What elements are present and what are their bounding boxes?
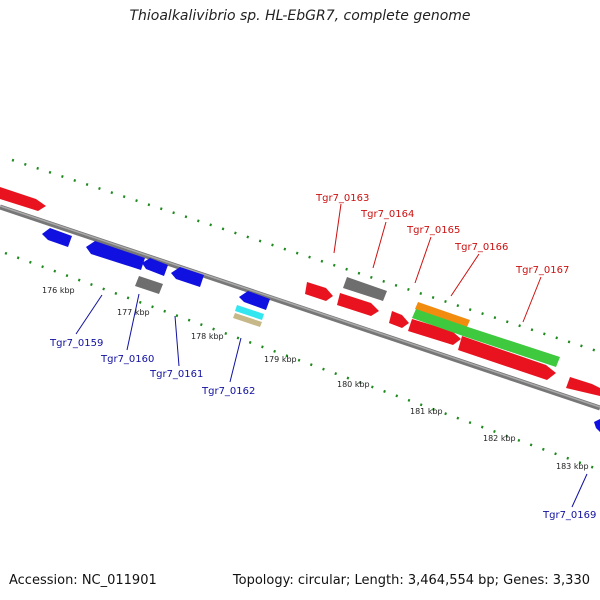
tick-label: 183 kbp — [556, 462, 589, 471]
lower-dotted-track — [4, 251, 600, 472]
gene-arrow-reverse[interactable] — [86, 241, 145, 270]
page-title: Thioalkalivibrio sp. HL-EbGR7, complete … — [129, 8, 471, 24]
gene-block-gray[interactable] — [135, 276, 163, 294]
gene-label[interactable]: Tgr7_0163 — [315, 193, 369, 204]
gene-arrow-reverse[interactable] — [594, 419, 600, 432]
callout-line — [450, 253, 480, 297]
callout-line — [229, 337, 242, 383]
gene-arrow[interactable] — [337, 293, 379, 316]
gene-arrow-reverse[interactable] — [42, 228, 72, 247]
gene-label[interactable]: Tgr7_0160 — [100, 354, 154, 365]
callout-line — [571, 473, 588, 508]
gene-arrow-reverse[interactable] — [142, 258, 168, 276]
callout-line — [414, 236, 432, 284]
gene-arrow[interactable] — [0, 187, 46, 211]
callout-line — [522, 276, 542, 323]
accession-text: Accession: NC_011901 — [9, 573, 157, 588]
tick-label: 180 kbp — [337, 380, 370, 389]
gene-arrow[interactable] — [305, 282, 333, 301]
tick-label: 176 kbp — [42, 286, 75, 295]
gene-label[interactable]: Tgr7_0169 — [542, 510, 596, 521]
gene-arrow[interactable] — [566, 377, 600, 396]
gene-arrow[interactable] — [408, 319, 461, 345]
gene-label[interactable]: Tgr7_0166 — [454, 242, 508, 253]
tick-label: 181 kbp — [410, 407, 443, 416]
gene-arrow-reverse[interactable] — [171, 267, 204, 287]
callout-line — [126, 293, 140, 351]
callout-line — [333, 203, 342, 254]
callout-line — [174, 315, 180, 367]
genome-backbone — [0, 204, 600, 411]
genome-summary: Topology: circular; Length: 3,464,554 bp… — [232, 573, 590, 588]
tick-label: 177 kbp — [117, 308, 150, 317]
gene-arrow[interactable] — [458, 336, 556, 380]
genome-backbone-highlight — [0, 205, 600, 408]
tick-label: 182 kbp — [483, 434, 516, 443]
tick-label: 178 kbp — [191, 332, 224, 341]
gene-block-orange[interactable] — [415, 302, 470, 327]
gene-label[interactable]: Tgr7_0164 — [360, 209, 414, 220]
callout-line — [75, 294, 103, 335]
gene-block-gray[interactable] — [343, 277, 387, 301]
gene-label[interactable]: Tgr7_0165 — [406, 225, 460, 236]
gene-label[interactable]: Tgr7_0162 — [201, 386, 255, 397]
gene-arrow[interactable] — [389, 311, 409, 328]
gene-arrow-reverse[interactable] — [239, 291, 270, 310]
gene-label[interactable]: Tgr7_0159 — [49, 338, 103, 349]
gene-label[interactable]: Tgr7_0167 — [515, 265, 569, 276]
callout-line — [372, 221, 387, 269]
tick-label: 179 kbp — [264, 355, 297, 364]
gene-block-green[interactable] — [412, 309, 560, 367]
gene-block-cyan[interactable] — [235, 305, 264, 320]
gene-label[interactable]: Tgr7_0161 — [149, 369, 203, 380]
gene-block-tan[interactable] — [233, 313, 262, 327]
